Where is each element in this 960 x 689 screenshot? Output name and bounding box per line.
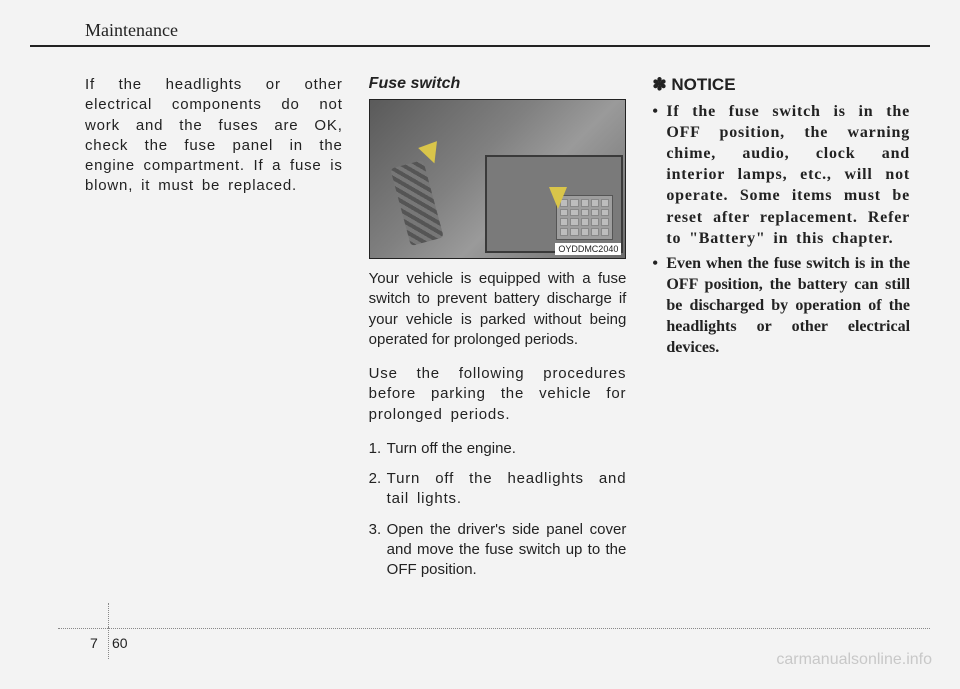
notice-word: NOTICE xyxy=(667,75,736,94)
section-title: Maintenance xyxy=(30,20,930,45)
body-paragraph: If the headlights or other electrical co… xyxy=(85,75,343,197)
page-number: 60 xyxy=(112,635,128,651)
list-item: 3. Open the driver's side panel cover an… xyxy=(369,520,627,581)
notice-item: • If the fuse switch is in the OFF posit… xyxy=(652,101,910,249)
arrow-down-icon xyxy=(549,187,567,209)
pedal-graphic xyxy=(391,160,445,246)
chapter-number: 7 xyxy=(90,635,98,651)
column-2: Fuse switch OYDDMC2040 Your vehicle is e… xyxy=(369,75,627,590)
list-number: 2. xyxy=(369,469,387,510)
notice-text: If the fuse switch is in the OFF positio… xyxy=(666,101,910,249)
column-3: ✽ NOTICE • If the fuse switch is in the … xyxy=(652,75,910,590)
list-item: 1. Turn off the engine. xyxy=(369,439,627,459)
footer-divider xyxy=(108,627,109,659)
footer-rule xyxy=(58,628,930,629)
bullet-icon: • xyxy=(652,101,666,249)
notice-text: Even when the fuse switch is in the OFF … xyxy=(666,253,910,359)
list-text: Open the driver's side panel cover and m… xyxy=(387,520,627,581)
header-rule xyxy=(30,45,930,47)
list-text: Turn off the headlights and tail lights. xyxy=(387,469,627,510)
notice-heading: ✽ NOTICE xyxy=(652,75,910,95)
fuse-switch-figure: OYDDMC2040 xyxy=(369,99,627,259)
list-item: 2. Turn off the headlights and tail ligh… xyxy=(369,469,627,510)
page: Maintenance If the headlights or other e… xyxy=(0,0,960,689)
list-number: 1. xyxy=(369,439,387,459)
bullet-icon: • xyxy=(652,253,666,359)
notice-item: • Even when the fuse switch is in the OF… xyxy=(652,253,910,359)
watermark: carmanualsonline.info xyxy=(776,651,932,669)
body-paragraph: Your vehicle is equipped with a fuse swi… xyxy=(369,269,627,350)
body-paragraph: Use the following procedures before park… xyxy=(369,364,627,425)
footer-divider xyxy=(108,603,109,627)
list-number: 3. xyxy=(369,520,387,581)
column-1: If the headlights or other electrical co… xyxy=(85,75,343,590)
list-text: Turn off the engine. xyxy=(387,439,627,459)
notice-symbol-icon: ✽ xyxy=(652,75,666,94)
figure-caption: OYDDMC2040 xyxy=(555,243,621,255)
fuse-switch-heading: Fuse switch xyxy=(369,75,627,93)
columns: If the headlights or other electrical co… xyxy=(30,75,930,590)
